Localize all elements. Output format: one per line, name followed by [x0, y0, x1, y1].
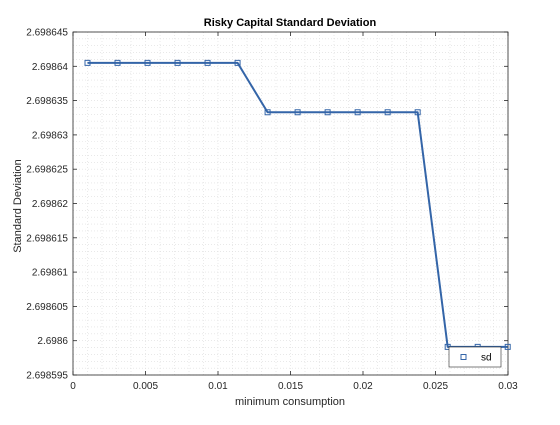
data-point-marker [264, 109, 271, 116]
x-tick-label: 0.03 [498, 381, 518, 392]
y-tick-label: 2.69863 [32, 130, 69, 141]
data-point-marker [84, 59, 91, 66]
grid-layer [72, 31, 509, 376]
y-tick-label: 2.698635 [26, 96, 68, 107]
y-tick-label: 2.698645 [26, 28, 68, 39]
data-point-marker [294, 109, 301, 116]
data-point-marker [504, 343, 511, 350]
legend-label: sd [481, 353, 492, 364]
legend: sd [448, 346, 502, 368]
y-tick-label: 2.6986 [37, 336, 68, 347]
y-tick-label: 2.698595 [26, 371, 68, 382]
y-tick-label: 2.698605 [26, 302, 68, 313]
x-tick-label: 0.005 [133, 381, 158, 392]
data-point-marker [114, 59, 121, 66]
y-tick-label: 2.698625 [26, 165, 68, 176]
legend-marker-icon [460, 354, 467, 360]
x-tick-label: 0.02 [353, 381, 373, 392]
x-tick-label: 0.015 [278, 381, 303, 392]
data-point-marker [414, 109, 421, 116]
data-point-marker [234, 59, 241, 66]
y-tick-label: 2.69864 [32, 62, 69, 73]
x-axis-label: minimum consumption [235, 396, 345, 408]
series-line-sd [87, 61, 508, 348]
x-tick-label: 0.01 [208, 381, 228, 392]
data-point-marker [174, 59, 181, 66]
legend-box [448, 346, 502, 368]
data-point-marker [384, 109, 391, 116]
data-point-marker [144, 59, 151, 66]
data-point-marker [324, 109, 331, 116]
y-axis-label: Standard Deviation [12, 159, 24, 253]
data-point-marker [354, 109, 361, 116]
y-tick-label: 2.69862 [32, 199, 69, 210]
x-tick-label: 0.025 [423, 381, 448, 392]
series-layer [84, 59, 511, 350]
data-point-marker [204, 59, 211, 66]
x-tick-label: 0 [70, 381, 76, 392]
chart-title: Risky Capital Standard Deviation [204, 17, 377, 29]
y-tick-label: 2.69861 [32, 268, 69, 279]
ticks-layer: 0 0.005 0.01 0.015 0.02 0.025 0.03 2.698595 2.69… [26, 28, 518, 393]
y-tick-label: 2.698615 [26, 233, 68, 244]
